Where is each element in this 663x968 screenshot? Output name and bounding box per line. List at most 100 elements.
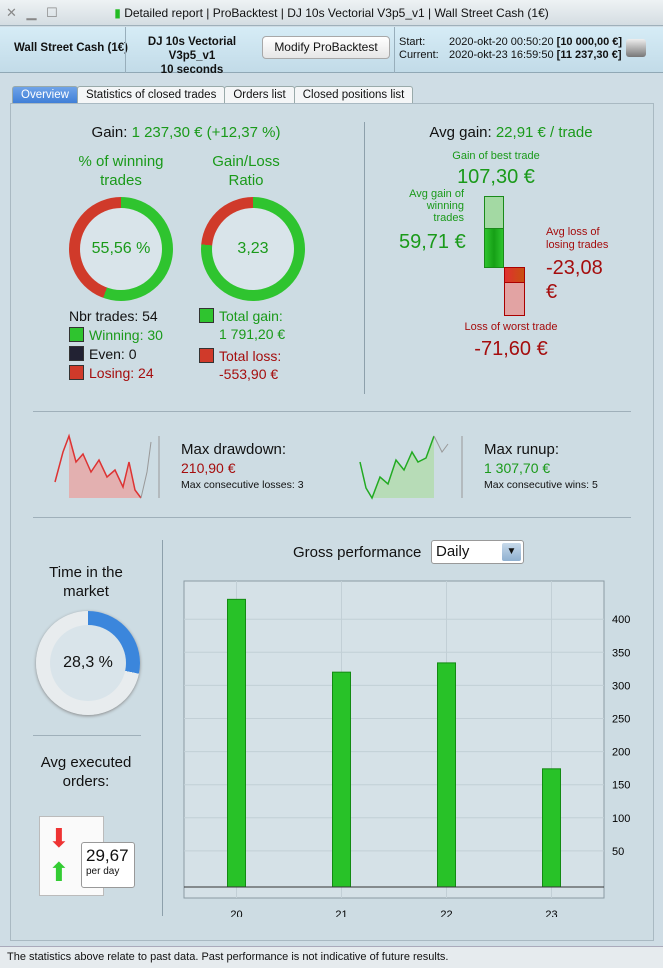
y-tick-label: 250 — [612, 714, 630, 726]
avg-win-bar — [484, 228, 504, 268]
winning-swatch — [69, 327, 84, 342]
runup-label: Max runup: — [484, 441, 560, 458]
divider — [125, 27, 126, 73]
best-label: Gain of best trade — [452, 150, 540, 162]
winning-pct: 55,56 % — [80, 208, 162, 290]
current-value: [11 237,30 €] — [556, 49, 622, 61]
instrument-name: Wall Street Cash (1€) — [14, 42, 128, 54]
gain-heading: Gain: 1 237,30 € (+12,37 %) — [11, 124, 361, 141]
period-value: Daily — [436, 543, 470, 560]
avg-win-value: 59,71 € — [399, 231, 466, 253]
avg-loss-label: Avg loss of losing trades — [546, 226, 609, 251]
worst-label: Loss of worst trade — [464, 321, 558, 333]
losing-swatch — [69, 365, 84, 380]
total-loss: -553,90 € — [219, 366, 279, 382]
worst-trade-bar — [504, 282, 525, 316]
ratio-value: 3,23 — [212, 208, 294, 290]
market-donut: 28,3 % — [36, 611, 140, 715]
runup-sparkline — [359, 435, 463, 500]
drawdown-label: Max drawdown: — [181, 441, 287, 458]
y-tick-label: 350 — [612, 647, 630, 659]
performance-chart: 50 100 150 200 250 300 350 400 20 21 22 23 — [183, 580, 630, 917]
runup-consec: Max consecutive wins: 5 — [484, 479, 598, 491]
total-gain: 1 791,20 € — [219, 326, 286, 342]
plot-area — [183, 580, 605, 899]
tab-statistics[interactable]: Statistics of closed trades — [76, 86, 226, 104]
ratio-donut: 3,23 — [201, 197, 305, 301]
current-label: Current: — [399, 49, 439, 61]
tab-orders-list[interactable]: Orders list — [224, 86, 295, 104]
perf-title: Gross performance — [293, 544, 422, 561]
chevron-down-icon[interactable]: ▼ — [502, 543, 521, 561]
y-tick-label: 300 — [612, 680, 630, 692]
nbr-trades: Nbr trades: 54 — [69, 308, 158, 324]
x-tick-label: 23 — [545, 909, 557, 917]
orders-value: 29,67 — [86, 846, 129, 865]
window-controls[interactable]: ✕ ▁ ☐ — [6, 5, 61, 20]
total-gain-swatch — [199, 308, 214, 323]
winning-donut: 55,56 % — [69, 197, 173, 301]
sep: | — [428, 6, 432, 20]
y-tick-label: 50 — [612, 846, 624, 858]
drawdown-consec: Max consecutive losses: 3 — [181, 479, 304, 491]
total-loss-swatch — [199, 348, 214, 363]
drawdown-sparkline — [54, 433, 160, 499]
avg-loss-value: -23,08 € — [546, 257, 603, 303]
arrow-up-icon: ⬆ — [48, 857, 70, 887]
bar — [542, 768, 561, 888]
bar — [437, 662, 456, 888]
avg-label: Avg gain: — [429, 124, 492, 141]
divider — [33, 517, 631, 518]
market-value: 28,3 % — [50, 625, 126, 701]
x-tick-label: 20 — [230, 909, 242, 917]
total-gain-label: Total gain: — [219, 308, 283, 324]
divider — [394, 27, 395, 73]
title-part: Wall Street Cash (1€) — [434, 6, 549, 20]
x-tick-label: 21 — [335, 909, 347, 917]
overview-panel: Gain: 1 237,30 € (+12,37 %) % of winning… — [10, 103, 654, 941]
drawdown-value: 210,90 € — [181, 460, 236, 476]
winning-title: % of winning trades — [78, 153, 164, 189]
y-tick-label: 100 — [612, 813, 630, 825]
best-value: 107,30 € — [457, 166, 535, 188]
divider — [364, 122, 365, 394]
print-icon[interactable] — [626, 39, 646, 57]
current-date: 2020-okt-23 16:59:50 — [449, 49, 554, 61]
disclaimer: The statistics above relate to past data… — [0, 946, 663, 968]
orders-title: Avg executed orders: — [40, 754, 132, 790]
winning-count: Winning: 30 — [89, 327, 163, 343]
gain-value: 1 237,30 € (+12,37 %) — [131, 124, 281, 141]
start-date: 2020-okt-20 00:50:20 — [449, 36, 554, 48]
bar — [227, 598, 246, 888]
losing-count: Losing: 24 — [89, 365, 154, 381]
y-tick-label: 150 — [612, 780, 630, 792]
avg-value: 22,91 € / trade — [495, 124, 593, 141]
tab-overview[interactable]: Overview — [12, 86, 78, 104]
candlestick-icon: ▮ — [114, 6, 121, 20]
title-part: Detailed report — [124, 6, 203, 20]
best-trade-bar — [484, 196, 504, 229]
market-title: Time in the market — [49, 564, 123, 600]
title-part: DJ 10s Vectorial V3p5_v1 — [287, 6, 425, 20]
period-select[interactable]: Daily ▼ — [431, 540, 524, 564]
even-count: Even: 0 — [89, 346, 137, 362]
avg-heading: Avg gain: 22,91 € / trade — [366, 124, 656, 141]
y-tick-label: 400 — [612, 614, 630, 626]
timeframe: 10 seconds — [160, 64, 224, 76]
worst-value: -71,60 € — [474, 338, 548, 360]
report-header: Wall Street Cash (1€) DJ 10s Vectorial V… — [0, 27, 663, 76]
divider — [162, 540, 163, 916]
tab-bar: Overview Statistics of closed trades Order… — [12, 86, 414, 104]
modify-probacktest-button[interactable]: Modify ProBacktest — [262, 36, 390, 59]
avg-loss-bar — [504, 267, 525, 283]
system-name: DJ 10s Vectorial V3p5_v1 — [147, 36, 237, 62]
orders-unit: per day — [86, 866, 120, 877]
tab-closed-positions[interactable]: Closed positions list — [293, 86, 414, 104]
gain-label: Gain: — [91, 124, 128, 141]
title-bar: ✕ ▁ ☐ ▮ Detailed report | ProBacktest | … — [0, 0, 663, 26]
y-tick-label: 200 — [612, 747, 630, 759]
start-value: [10 000,00 €] — [556, 36, 623, 48]
arrow-down-icon: ⬇ — [48, 823, 70, 853]
sep: | — [206, 6, 210, 20]
ratio-title: Gain/Loss Ratio — [212, 153, 280, 189]
